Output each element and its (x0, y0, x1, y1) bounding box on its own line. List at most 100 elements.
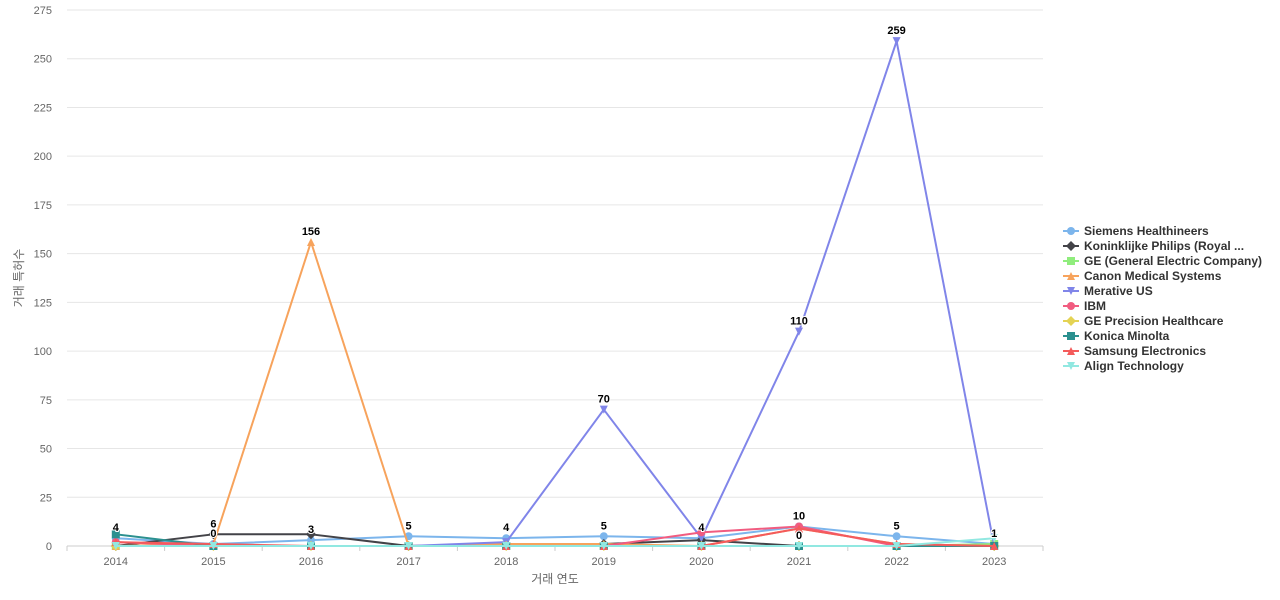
data-label: 10 (793, 511, 805, 523)
legend-label: Align Technology (1084, 359, 1184, 373)
legend-marker (1066, 241, 1076, 251)
data-label: 156 (302, 226, 320, 238)
legend-marker (1067, 257, 1075, 265)
x-tick-label: 2018 (494, 556, 518, 568)
grid-lines (67, 9, 1043, 547)
data-label: 4 (113, 522, 120, 534)
series-point (697, 534, 706, 543)
y-axis-title: 거래 특허수 (12, 249, 26, 308)
series-point (892, 37, 901, 46)
y-tick-label: 75 (40, 395, 52, 407)
y-tick-label: 0 (46, 541, 52, 553)
data-label: 4 (503, 522, 510, 534)
series-point (990, 534, 999, 543)
y-tick-label: 50 (40, 444, 52, 456)
x-tick-label: 2017 (396, 556, 420, 568)
data-label: 5 (894, 520, 900, 532)
series-point (209, 542, 218, 550)
data-label: 1 (991, 528, 997, 540)
y-tick-label: 25 (40, 492, 52, 504)
legend-item[interactable]: GE (General Electric Company) (1063, 254, 1262, 268)
series-point (307, 237, 315, 246)
series-point (795, 327, 803, 336)
x-tick-label: 2015 (201, 556, 225, 568)
y-tick-label: 250 (34, 54, 52, 66)
legend-marker (1067, 272, 1075, 280)
series-line (115, 525, 995, 546)
data-label: 0 (796, 530, 802, 542)
legend-marker (1067, 302, 1075, 310)
y-tick-label: 275 (34, 5, 52, 17)
series-10 (111, 534, 999, 550)
legend-item[interactable]: Canon Medical Systems (1063, 269, 1222, 283)
x-axis-title: 거래 연도 (531, 572, 579, 586)
y-tick-label: 225 (34, 102, 52, 114)
x-tick-label: 2020 (689, 556, 713, 568)
y-tick-label: 150 (34, 249, 52, 261)
series-point (892, 532, 901, 541)
series-point (307, 542, 315, 550)
legend-label: Samsung Electronics (1084, 344, 1206, 358)
legend-label: Koninklijke Philips (Royal ... (1084, 239, 1244, 253)
legend-item[interactable]: Konica Minolta (1063, 329, 1170, 343)
series-point (111, 530, 120, 539)
series-point (990, 542, 999, 550)
x-tick-label: 2014 (104, 556, 128, 568)
series-4 (111, 237, 999, 550)
legend-marker (1067, 287, 1075, 295)
legend-marker (1067, 362, 1075, 370)
legend-marker (1067, 227, 1075, 235)
series-5 (111, 37, 999, 550)
legend-label: IBM (1084, 299, 1106, 313)
series-point (599, 542, 608, 550)
legend-item[interactable]: Koninklijke Philips (Royal ... (1063, 239, 1244, 253)
legend-label: Siemens Healthineers (1084, 224, 1209, 238)
legend-label: GE (General Electric Company) (1084, 254, 1262, 268)
series-point (599, 532, 608, 541)
series-point (306, 529, 316, 540)
legend-item[interactable]: Merative US (1063, 284, 1153, 298)
data-label: 70 (598, 394, 610, 406)
data-label: 110 (790, 316, 808, 328)
series-line (115, 537, 995, 547)
data-label: 3 (308, 524, 314, 536)
series-point (892, 542, 901, 550)
legend-marker (1067, 332, 1075, 340)
legend-item[interactable]: GE Precision Healthcare (1063, 314, 1224, 328)
series-point (795, 542, 803, 550)
legend-marker (1067, 347, 1075, 355)
y-tick-label: 125 (34, 297, 52, 309)
series-point (697, 542, 706, 550)
legend-label: Konica Minolta (1084, 329, 1170, 343)
series-line (115, 40, 996, 547)
data-label: 6 (210, 518, 216, 530)
legend-label: GE Precision Healthcare (1084, 314, 1224, 328)
series-point (599, 405, 608, 414)
legend-item[interactable]: IBM (1063, 299, 1106, 313)
legend-marker (1066, 316, 1076, 326)
x-tick-label: 2019 (592, 556, 616, 568)
legend-item[interactable]: Samsung Electronics (1063, 344, 1206, 358)
data-label: 259 (887, 25, 905, 37)
x-tick-label: 2022 (884, 556, 908, 568)
legend-label: Merative US (1084, 284, 1153, 298)
legend-item[interactable]: Align Technology (1063, 359, 1184, 373)
series-line (115, 240, 995, 547)
y-tick-label: 200 (34, 151, 52, 163)
series-point (111, 542, 120, 550)
x-tick-label: 2016 (299, 556, 323, 568)
y-axis-ticks: 0 25 50 75 100 125 150 175 200 225 250 275 (34, 5, 52, 553)
data-label: 4 (698, 522, 705, 534)
y-tick-label: 100 (34, 346, 52, 358)
legend-label: Canon Medical Systems (1084, 269, 1222, 283)
x-tick-label: 2023 (982, 556, 1006, 568)
series-point (404, 542, 413, 550)
series-lines (110, 37, 1000, 551)
legend-item[interactable]: Siemens Healthineers (1063, 224, 1209, 238)
data-label: 0 (210, 528, 216, 540)
series-point (502, 542, 511, 550)
y-tick-label: 175 (34, 200, 52, 212)
